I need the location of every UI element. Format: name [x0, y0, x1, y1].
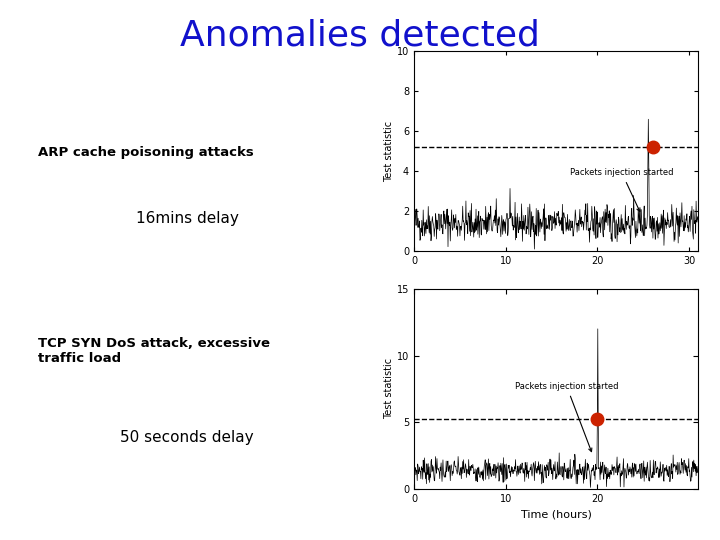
- Text: ARP cache poisoning attacks: ARP cache poisoning attacks: [38, 146, 254, 159]
- Text: Packets injection started: Packets injection started: [515, 382, 618, 451]
- Text: TCP SYN DoS attack, excessive
traffic load: TCP SYN DoS attack, excessive traffic lo…: [38, 337, 270, 365]
- Y-axis label: Test statistic: Test statistic: [384, 358, 394, 420]
- Text: 50 seconds delay: 50 seconds delay: [120, 430, 254, 445]
- Text: 16mins delay: 16mins delay: [136, 211, 238, 226]
- Text: Packets injection started: Packets injection started: [570, 168, 673, 212]
- X-axis label: Time (hours): Time (hours): [521, 509, 592, 519]
- Y-axis label: Test statistic: Test statistic: [384, 120, 394, 182]
- Text: Anomalies detected: Anomalies detected: [180, 19, 540, 53]
